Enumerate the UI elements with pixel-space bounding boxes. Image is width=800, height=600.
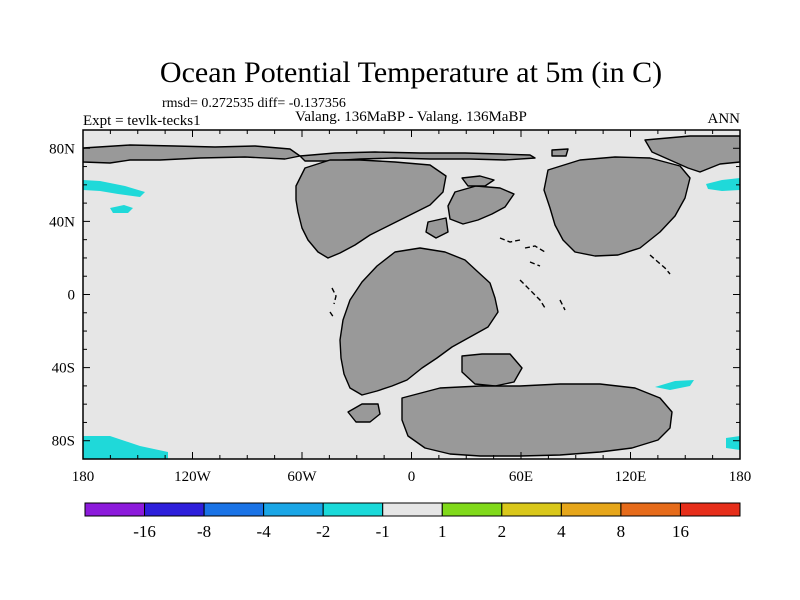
lon-tick-label: 180 — [729, 469, 752, 485]
island-arc-south — [519, 279, 566, 311]
colorbar-label: -1 — [376, 522, 390, 541]
colorbar-label: 8 — [617, 522, 626, 541]
arctic-island — [551, 148, 569, 157]
antarctic-peninsula — [347, 403, 381, 423]
map: 180 120W 60W 0 60E 120E 180 80N 40N 0 40S 80S — [49, 129, 752, 485]
island-arc-atlantic — [329, 287, 337, 319]
lat-tick-label: 40N — [49, 214, 75, 230]
colorbar-swatch — [263, 502, 324, 517]
anomaly-patch-se-south — [726, 436, 740, 450]
colorbar-label: 2 — [498, 522, 507, 541]
lat-tick-label: 80S — [52, 434, 75, 450]
india — [461, 353, 523, 387]
lon-tick-label: 180 — [72, 469, 95, 485]
colorbar-swatch — [501, 502, 562, 517]
subtitle-label: Valang. 136MaBP - Valang. 136MaBP — [295, 109, 527, 125]
europe — [447, 185, 515, 225]
colorbar: -16 -8 -4 -2 -1 1 2 4 8 16 — [84, 502, 741, 541]
colorbar-swatch — [322, 502, 384, 517]
lon-tick-label: 120E — [615, 469, 647, 485]
colorbar-swatch — [620, 502, 681, 517]
stats-label: rmsd= 0.272535 diff= -0.137356 — [162, 96, 346, 111]
colorbar-label: -4 — [257, 522, 272, 541]
anomaly-patch-nw-pacific — [83, 180, 145, 197]
arctic-land-west — [83, 144, 301, 164]
experiment-label: Expt = tevlk-tecks1 — [83, 113, 201, 129]
lon-tick-label: 60W — [287, 469, 317, 485]
europe-north — [461, 175, 495, 187]
anomaly-patch-southern-ocean — [655, 380, 694, 390]
colorbar-label: -8 — [197, 522, 211, 541]
north-america — [295, 159, 447, 259]
lat-tick-label: 80N — [49, 141, 75, 157]
colorbar-label: -2 — [316, 522, 330, 541]
anomaly-patch-small-pacific — [110, 205, 133, 213]
colorbar-label: 4 — [557, 522, 566, 541]
asia — [543, 156, 691, 257]
colorbar-swatch — [203, 502, 265, 517]
colorbar-label: -16 — [133, 522, 156, 541]
island-arc-tethys — [499, 237, 546, 267]
colorbar-label: 1 — [438, 522, 447, 541]
colorbar-swatch — [441, 502, 503, 517]
colorbar-label: 16 — [672, 522, 689, 541]
plot-title: Ocean Potential Temperature at 5m (in C) — [160, 56, 662, 89]
arctic-land-east — [644, 135, 740, 173]
south-america-africa — [339, 247, 499, 396]
antarctica — [401, 383, 673, 457]
season-label: ANN — [708, 111, 741, 127]
anomaly-patch-sw-south — [83, 436, 168, 459]
lon-tick-label: 0 — [408, 469, 416, 485]
lon-tick-label: 60E — [509, 469, 533, 485]
colorbar-swatch — [382, 502, 443, 517]
lon-tick-label: 120W — [174, 469, 212, 485]
anomaly-patch-ne-pacific — [706, 178, 740, 191]
colorbar-swatch — [679, 502, 741, 517]
colorbar-swatch — [144, 502, 205, 517]
map-features — [83, 135, 740, 459]
iberia-isle — [425, 217, 449, 239]
lat-tick-label: 0 — [68, 288, 76, 304]
colorbar-swatch — [560, 502, 622, 517]
map-ticks: 180 120W 60W 0 60E 120E 180 80N 40N 0 40S 80S — [49, 129, 752, 485]
colorbar-swatch — [84, 502, 146, 517]
lat-tick-label: 40S — [52, 361, 75, 377]
